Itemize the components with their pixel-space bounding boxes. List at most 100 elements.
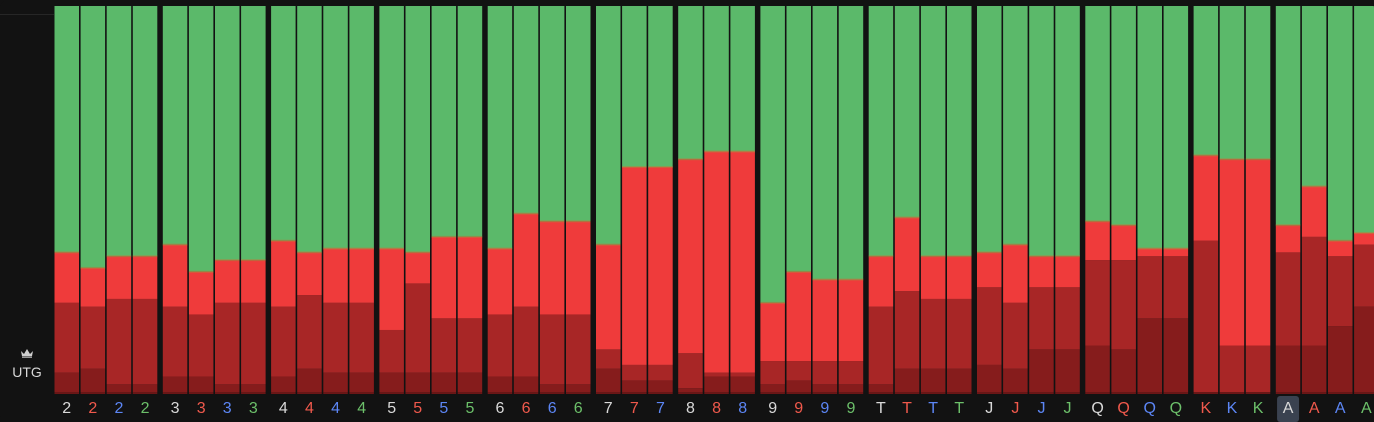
bar-segment-action-0 <box>431 392 457 394</box>
bar-22[interactable] <box>648 6 673 394</box>
tick-label[interactable]: 2 <box>141 400 150 417</box>
tick-label[interactable]: 4 <box>305 400 314 417</box>
tick-label[interactable]: Q <box>1091 400 1103 417</box>
tick-label[interactable]: 4 <box>331 400 340 417</box>
bar-23[interactable] <box>678 6 703 394</box>
bar-36[interactable] <box>1029 6 1054 394</box>
tick-label[interactable]: 4 <box>357 400 366 417</box>
tick-label[interactable]: 4 <box>279 400 288 417</box>
bar-32[interactable] <box>920 6 946 394</box>
bar-29[interactable] <box>838 6 864 394</box>
bar-16[interactable] <box>487 6 513 394</box>
tick-label[interactable]: A <box>1335 400 1346 417</box>
bar-0[interactable] <box>54 6 80 394</box>
tick-label[interactable]: 6 <box>574 400 583 417</box>
tick-label[interactable]: Q <box>1117 400 1129 417</box>
bar-48[interactable] <box>1354 6 1374 394</box>
bar-5[interactable] <box>188 6 214 394</box>
tick-label[interactable]: 2 <box>88 400 97 417</box>
tick-label[interactable]: J <box>1064 400 1072 417</box>
bar-13[interactable] <box>405 6 431 394</box>
bar-42[interactable] <box>1193 6 1219 394</box>
tick-label[interactable]: 5 <box>413 400 422 417</box>
tick-label[interactable]: 2 <box>114 400 123 417</box>
bar-34[interactable] <box>977 6 1002 394</box>
bar-6[interactable] <box>215 6 240 394</box>
bar-45[interactable] <box>1275 6 1301 394</box>
tick-label[interactable]: 3 <box>171 400 180 417</box>
bar-47[interactable] <box>1328 6 1353 394</box>
tick-label[interactable]: K <box>1201 400 1212 417</box>
tick-label[interactable]: Q <box>1170 400 1182 417</box>
tick-label[interactable]: Q <box>1144 400 1156 417</box>
tick-label[interactable]: 7 <box>604 400 613 417</box>
tick-label[interactable]: 6 <box>548 400 557 417</box>
bar-10[interactable] <box>323 6 348 394</box>
tick-label[interactable]: 9 <box>794 400 803 417</box>
bar-41[interactable] <box>1163 6 1189 394</box>
bar-18[interactable] <box>539 6 565 394</box>
bar-8[interactable] <box>271 6 296 394</box>
bar-24[interactable] <box>704 6 729 394</box>
tick-label[interactable]: K <box>1253 400 1264 417</box>
bar-2[interactable] <box>106 6 132 394</box>
tick-label[interactable]: A <box>1361 400 1372 417</box>
bar-20[interactable] <box>596 6 621 394</box>
bar-25[interactable] <box>730 6 755 394</box>
tick-label[interactable]: 7 <box>630 400 639 417</box>
tick-label[interactable]: T <box>954 400 964 417</box>
bar-3[interactable] <box>132 6 158 394</box>
tick-label[interactable]: 3 <box>197 400 206 417</box>
bar-44[interactable] <box>1245 6 1271 394</box>
tick-label[interactable]: 5 <box>465 400 474 417</box>
tick-label[interactable]: K <box>1227 400 1238 417</box>
bar-27[interactable] <box>786 6 812 394</box>
tick-label[interactable]: 8 <box>686 400 695 417</box>
tick-label[interactable]: 9 <box>846 400 855 417</box>
bar-30[interactable] <box>868 6 894 394</box>
bar-9[interactable] <box>297 6 322 394</box>
tick-label[interactable]: 5 <box>439 400 448 417</box>
bar-7[interactable] <box>241 6 266 394</box>
tick-label[interactable]: 3 <box>249 400 258 417</box>
bar-35[interactable] <box>1003 6 1028 394</box>
tick-label[interactable]: T <box>928 400 938 417</box>
tick-label[interactable]: 3 <box>223 400 232 417</box>
tick-label[interactable]: J <box>1011 400 1019 417</box>
bar-38[interactable] <box>1085 6 1110 394</box>
tick-label[interactable]: 7 <box>656 400 665 417</box>
bar-17[interactable] <box>513 6 539 394</box>
bar-33[interactable] <box>947 6 972 394</box>
bar-15[interactable] <box>457 6 483 394</box>
bar-14[interactable] <box>431 6 457 394</box>
bar-4[interactable] <box>162 6 188 394</box>
tick-label[interactable]: 8 <box>738 400 747 417</box>
bar-1[interactable] <box>80 6 106 394</box>
tick-label[interactable]: 2 <box>62 400 71 417</box>
tick-label[interactable]: 6 <box>522 400 531 417</box>
tick-label[interactable]: 9 <box>820 400 829 417</box>
bar-19[interactable] <box>566 6 591 394</box>
bar-12[interactable] <box>379 6 404 394</box>
tick-label[interactable]: A <box>1283 400 1294 417</box>
bar-46[interactable] <box>1301 6 1327 394</box>
bar-39[interactable] <box>1111 6 1136 394</box>
bar-11[interactable] <box>349 6 374 394</box>
bar-37[interactable] <box>1055 6 1080 394</box>
tick-label[interactable]: 9 <box>768 400 777 417</box>
bar-26[interactable] <box>760 6 785 394</box>
bar-43[interactable] <box>1219 6 1245 394</box>
position-indicator[interactable]: UTG <box>0 348 54 380</box>
bar-28[interactable] <box>812 6 838 394</box>
tick-label[interactable]: 6 <box>495 400 504 417</box>
tick-label[interactable]: 8 <box>712 400 721 417</box>
tick-label[interactable]: J <box>1037 400 1045 417</box>
tick-label[interactable]: 5 <box>387 400 396 417</box>
bar-31[interactable] <box>894 6 920 394</box>
tick-label[interactable]: A <box>1309 400 1320 417</box>
tick-label[interactable]: J <box>985 400 993 417</box>
tick-label[interactable]: T <box>902 400 912 417</box>
bar-21[interactable] <box>622 6 647 394</box>
tick-label[interactable]: T <box>876 400 886 417</box>
bar-40[interactable] <box>1137 6 1163 394</box>
